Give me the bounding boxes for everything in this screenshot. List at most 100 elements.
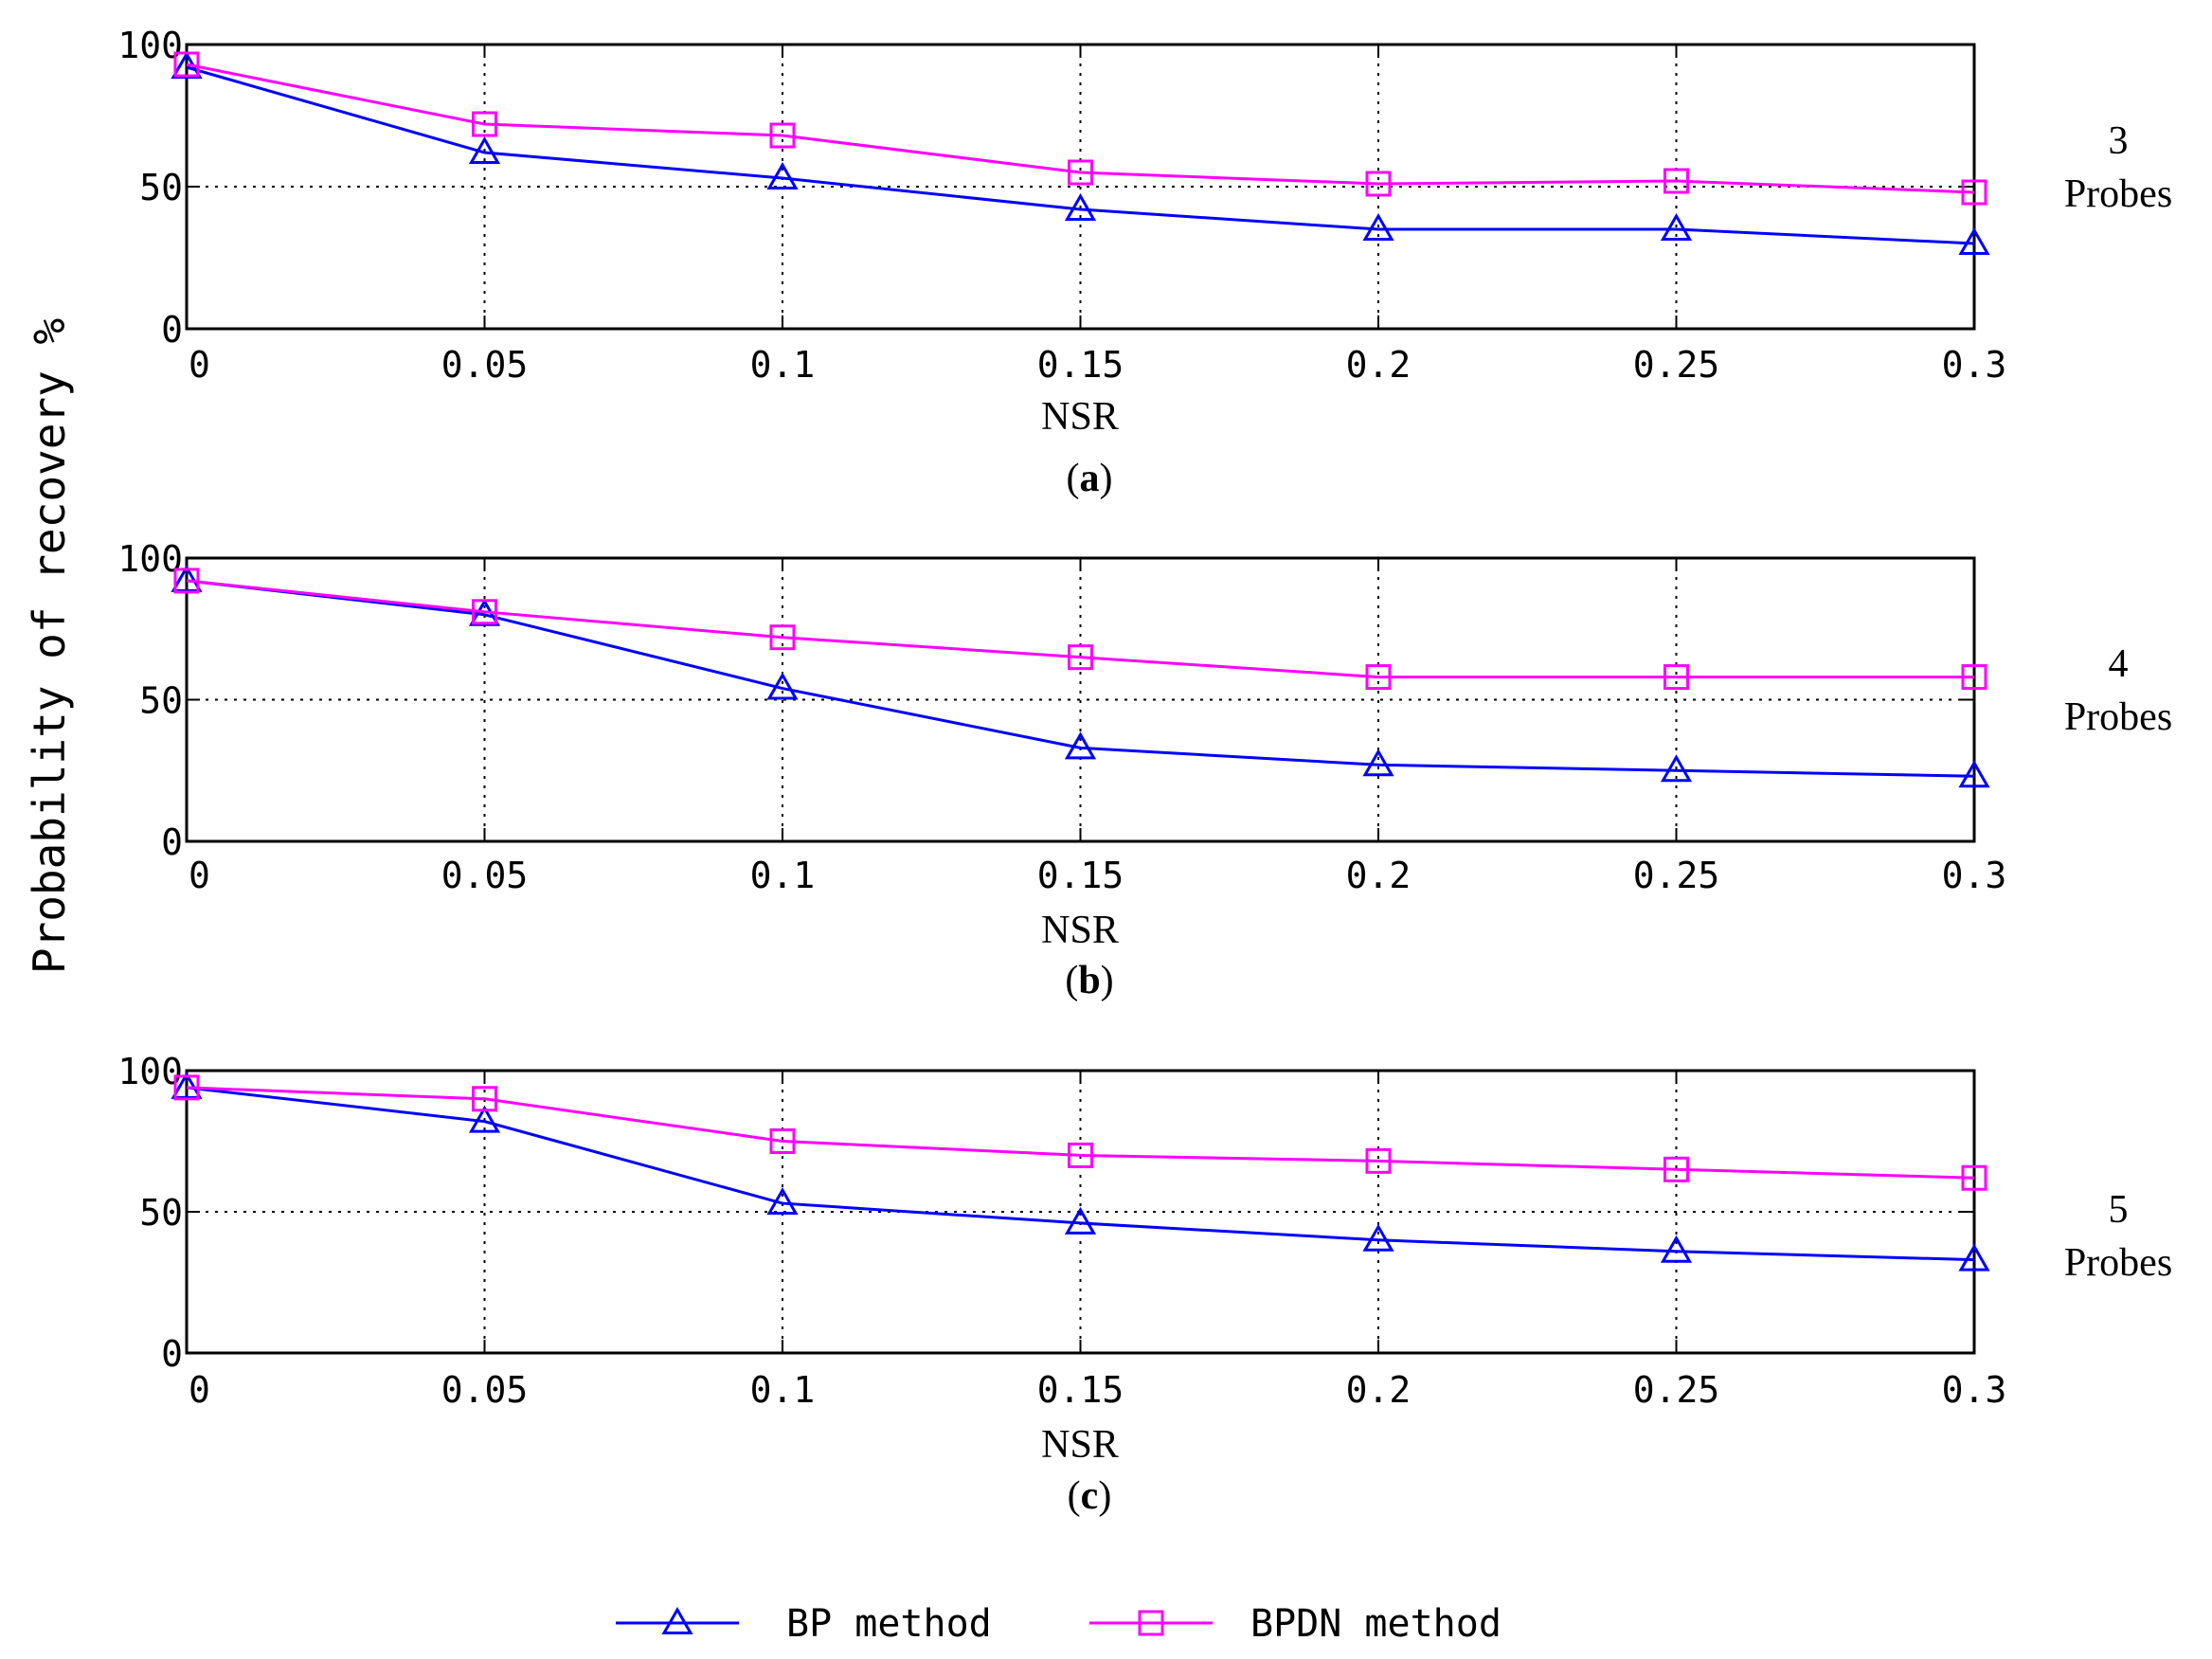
series-line [186,579,1974,679]
y-tick-label: 100 [117,538,183,580]
data-point [173,568,200,594]
data-point [1068,159,1093,186]
series-line [186,579,1975,778]
y-tick-label: 100 [117,1051,183,1092]
data-point [1663,664,1689,691]
panel-label: (a) [1067,457,1113,500]
panel-3: 0 0.05 0.1 0.15 0.2 0.25 0.3 0 50 100 NSR (c) 5 Probe… [117,1051,2172,1518]
data-point [769,624,796,651]
x-tick-label: 0.15 [1037,344,1124,386]
probe-count-label: 4 [2109,642,2129,686]
x-tick-label: 0.3 [1942,1369,2007,1411]
data-point [1362,212,1394,241]
panel-label: (b) [1065,959,1113,1002]
x-tick-label: 0.1 [750,344,816,386]
x-axis-label: NSR [1041,395,1119,439]
data-point [1958,760,1990,788]
legend-marker [661,1606,693,1634]
data-point [769,1128,796,1154]
plot-frame [185,556,1976,843]
data-point [1660,212,1693,241]
y-tick-label: 50 [139,1192,183,1234]
data-point [1365,1147,1392,1174]
legend-label: BPDN method [1250,1602,1502,1646]
data-point [1961,664,1987,691]
panel-1: 0 0.05 0.1 0.15 0.2 0.25 0.3 0 50 100 NSR (a) 3 Probe… [117,25,2172,500]
x-axis-label: NSR [1041,1423,1119,1467]
data-point [1068,644,1093,671]
legend-marker [1138,1610,1164,1636]
x-tick-label: 0.15 [1037,855,1124,896]
data-point [472,1086,497,1112]
x-tick-label: 0.05 [441,1369,529,1411]
y-tick-label: 100 [117,25,183,66]
x-tick-label: 0.1 [750,1369,816,1411]
data-point [1064,731,1097,760]
data-point [1660,1235,1693,1263]
series-line [186,1086,1975,1180]
data-point [1663,1156,1689,1182]
probe-count-label: 5 [2109,1188,2129,1232]
probe-count-label: 3 [2109,119,2129,163]
panels: 0 0.05 0.1 0.15 0.2 0.25 0.3050100NSR(a)3Probe… [117,25,2172,1518]
data-point [1961,179,1987,206]
x-tick-label: 0.25 [1633,855,1720,896]
data-point [769,122,796,149]
series-bpdn-method [173,568,1987,691]
data-point [1958,226,1990,255]
series-line [186,65,1975,245]
x-axis-label: NSR [1041,909,1119,952]
probe-word-label: Probes [2064,172,2172,216]
x-tick-label: 0 [189,1369,210,1411]
data-point [468,135,501,164]
y-tick-label: 0 [161,1333,183,1375]
data-point [1068,1142,1093,1168]
data-point [1064,1206,1097,1235]
panel-label: (c) [1068,1474,1112,1518]
legend-label: BP method [786,1602,992,1646]
series-bpdn-method [173,1074,1987,1191]
data-point [472,599,497,625]
y-tick-label: 0 [161,821,183,863]
x-tick-label: 0.05 [441,344,529,386]
x-tick-label: 0.25 [1633,344,1720,386]
series-bp-method [171,50,1990,255]
legend-item-bpdn-method: BPDN method [1089,1602,1502,1646]
x-tick-label: 0.15 [1037,1369,1124,1411]
x-tick-label: 0.3 [1942,344,2007,386]
y-tick-label: 50 [139,167,183,208]
series-bp-method [171,1071,1990,1271]
data-point [173,51,200,78]
x-tick-label: 0.1 [750,855,816,896]
legend-item-bp-method: BP method [616,1602,992,1646]
series-line [186,63,1975,194]
data-point [468,1105,501,1133]
x-tick-label: 0.2 [1346,344,1412,386]
data-point [766,161,799,189]
y-tick-label: 0 [161,309,183,351]
x-tick-label: 0 [189,344,210,386]
series-bpdn-method [173,51,1987,206]
data-point [1064,192,1097,221]
x-tick-label: 0.25 [1633,1369,1720,1411]
series-line [186,1086,1975,1262]
data-point [766,672,799,700]
data-point [1961,1164,1987,1191]
data-point [1365,664,1392,691]
x-tick-label: 0.2 [1346,1369,1412,1411]
panel-2: 0 0.05 0.1 0.15 0.2 0.25 0.3 0 50 100 NSR (b) 4 Probe… [117,538,2172,1002]
x-tick-label: 0.05 [441,855,529,896]
probe-word-label: Probes [2064,1241,2172,1285]
data-point [1660,754,1693,783]
data-point [1362,748,1394,777]
y-axis-label: Probability of recovery % [24,318,75,974]
data-point [1958,1243,1990,1271]
data-point [766,1187,799,1216]
data-point [1365,171,1392,197]
x-tick-label: 0.3 [1942,855,2007,896]
x-tick-label: 0 [189,855,210,896]
data-point [472,111,497,137]
legend: BP method BPDN method [616,1602,1502,1646]
x-tick-label: 0.2 [1346,855,1412,896]
